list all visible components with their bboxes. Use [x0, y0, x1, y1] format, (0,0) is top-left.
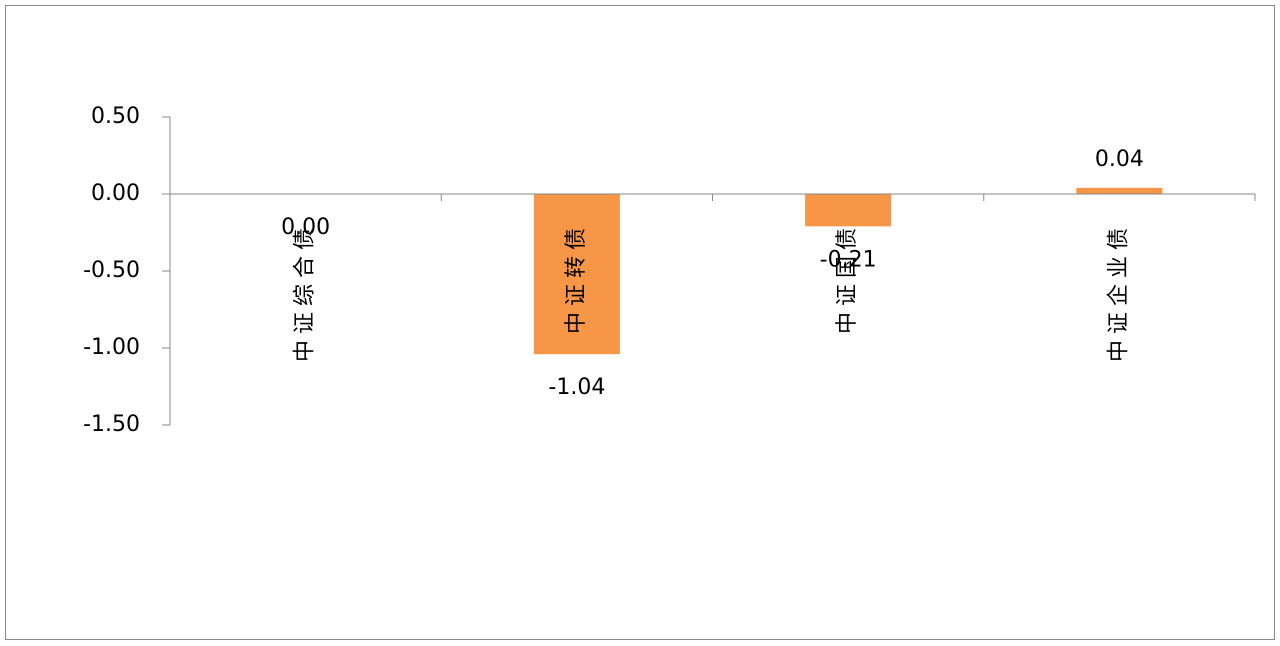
data-label: -1.04 [548, 375, 605, 400]
y-tick-label: -1.50 [83, 412, 140, 437]
y-tick-label: 0.50 [91, 104, 140, 129]
bar [805, 194, 892, 227]
bar [533, 194, 620, 355]
chart-frame [5, 5, 1275, 640]
bar [1076, 187, 1163, 194]
x-tick-label: 中证转债 [564, 222, 589, 334]
data-label: -0.21 [820, 247, 877, 272]
x-tick-label: 中证国债 [835, 222, 860, 334]
x-tick-label: 中证企业债 [1106, 222, 1131, 362]
y-tick-label: 0.00 [91, 181, 140, 206]
data-label: 0.00 [281, 215, 330, 240]
y-tick-label: -1.00 [83, 335, 140, 360]
x-tick-label: 中证综合债 [293, 222, 318, 362]
y-tick-label: -0.50 [83, 258, 140, 283]
data-label: 0.04 [1095, 147, 1144, 172]
